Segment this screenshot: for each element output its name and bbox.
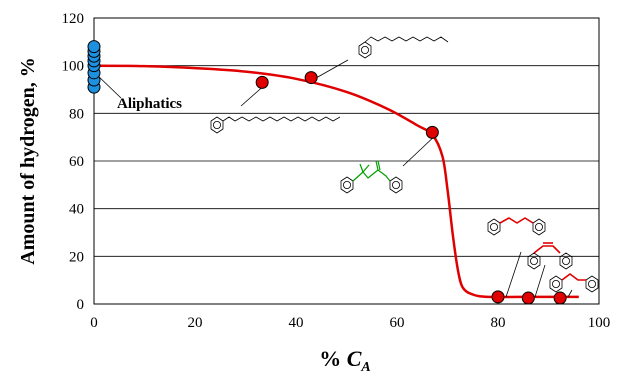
structure-stilbene: [527, 242, 573, 270]
red-data-point: [521, 291, 535, 305]
x-tick-label: 80: [491, 315, 506, 331]
structure-nonylbenzene: [358, 36, 449, 59]
x-tick-label: 40: [289, 315, 304, 331]
red-data-point: [255, 75, 269, 89]
blue-data-point: [87, 40, 101, 54]
x-tick-label: 60: [390, 315, 405, 331]
red-data-point: [304, 71, 318, 85]
y-tick-label: 20: [69, 249, 84, 265]
x-tick-label: 0: [90, 315, 98, 331]
y-tick-label: 100: [62, 59, 85, 75]
leader-stilbene: [534, 264, 546, 298]
red-data-point: [491, 290, 505, 304]
x-tick-label: 100: [588, 315, 611, 331]
y-tick-label: 80: [69, 106, 84, 122]
y-tick-label: 40: [69, 202, 84, 218]
gridlines: [94, 65, 599, 257]
structure-bibenzyl: [549, 273, 599, 293]
tick-labels: 0 20 40 60 80 100 120 0 20 40 60 80 100: [62, 11, 611, 331]
y-tick-label: 0: [77, 297, 85, 313]
data-points: [87, 40, 567, 305]
structure-dicumyl: [340, 160, 403, 194]
y-axis-title: Amount of hydrogen, %: [17, 57, 39, 264]
leader-nonylbenzene: [315, 59, 349, 79]
trend-line: [93, 64, 579, 299]
x-tick-label: 20: [188, 315, 203, 331]
y-tick-label: 60: [69, 154, 84, 170]
leader-diphenylbutane: [505, 251, 522, 298]
annotation-aliphatics: Aliphatics: [117, 96, 182, 112]
structure-dodecylbenzene: [210, 116, 341, 134]
red-data-point: [425, 125, 439, 139]
red-data-point: [553, 291, 567, 305]
leader-bibenzyl: [567, 289, 573, 298]
x-axis-title: % CA: [319, 346, 371, 375]
y-tick-label: 120: [62, 11, 85, 27]
structure-diphenylbutane: [487, 217, 546, 236]
